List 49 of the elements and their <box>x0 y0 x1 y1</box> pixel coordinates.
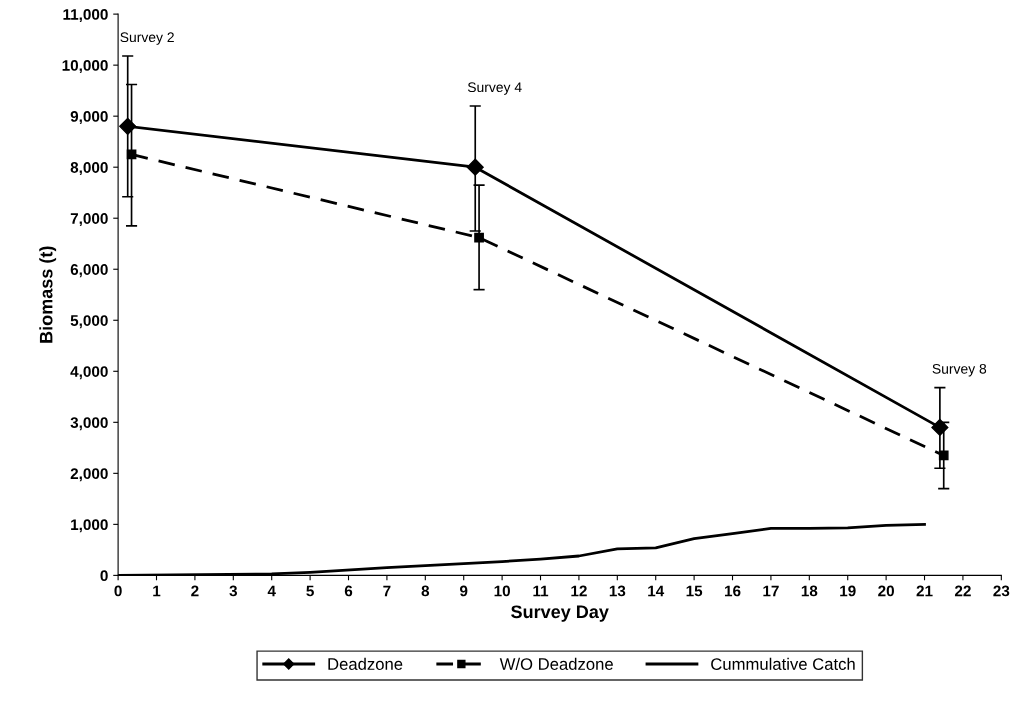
y-tick-label: 10,000 <box>62 60 108 74</box>
x-tick-label: 21 <box>916 585 933 597</box>
y-tick-label: 9,000 <box>70 111 108 125</box>
x-tick-label: 19 <box>840 585 856 597</box>
y-axis-title: Biomass (t) <box>39 246 57 343</box>
x-tick-label: 14 <box>648 585 665 597</box>
x-tick-label: 9 <box>459 585 468 597</box>
x-tick-label: 18 <box>801 585 818 597</box>
y-tick-label: 3,000 <box>70 417 108 431</box>
x-axis-title: Survey Day <box>511 605 609 622</box>
y-tick-label: 6,000 <box>70 264 108 278</box>
y-tick-label: 8,000 <box>70 162 108 176</box>
y-tick-label: 5,000 <box>70 315 108 329</box>
y-tick-label: 2,000 <box>70 468 108 482</box>
x-tick-label: 13 <box>609 585 626 597</box>
x-tick-label: 8 <box>421 585 430 597</box>
point <box>466 158 484 176</box>
x-tick-label: 5 <box>306 585 314 597</box>
x-tick-label: 3 <box>229 585 237 597</box>
x-tick-label: 22 <box>954 585 971 597</box>
y-tick-label: 7,000 <box>70 213 108 227</box>
x-tick-label: 20 <box>878 585 894 597</box>
point <box>474 232 484 243</box>
y-tick-label: 4,000 <box>70 366 108 380</box>
x-tick-label: 10 <box>494 585 510 597</box>
y-tick-label: 0 <box>100 570 108 582</box>
annotation: Survey 2 <box>120 32 174 45</box>
legend-label: Cummulative Catch <box>711 657 855 670</box>
x-tick-label: 0 <box>114 585 122 597</box>
x-tick-label: 4 <box>267 585 276 597</box>
annotation: Survey 8 <box>932 363 987 377</box>
point <box>931 418 949 436</box>
x-tick-label: 11 <box>533 585 549 597</box>
legend-label: Deadzone <box>328 657 403 670</box>
x-tick-label: 15 <box>686 585 703 597</box>
x-tick-label: 7 <box>383 585 391 597</box>
x-tick-label: 2 <box>191 585 199 597</box>
x-tick-label: 6 <box>344 585 353 597</box>
point <box>119 117 137 135</box>
x-tick-label: 16 <box>724 585 741 597</box>
x-tick-label: 1 <box>153 585 161 597</box>
y-tick-label: 11,000 <box>63 8 108 23</box>
legend-label: W/O Deadzone <box>499 657 613 670</box>
x-tick-label: 23 <box>993 585 1010 597</box>
x-tick-label: 17 <box>763 585 779 597</box>
point <box>938 450 949 461</box>
y-tick-label: 1,000 <box>71 519 108 533</box>
annotation: Survey 4 <box>467 82 522 95</box>
x-tick-label: 12 <box>571 585 587 597</box>
